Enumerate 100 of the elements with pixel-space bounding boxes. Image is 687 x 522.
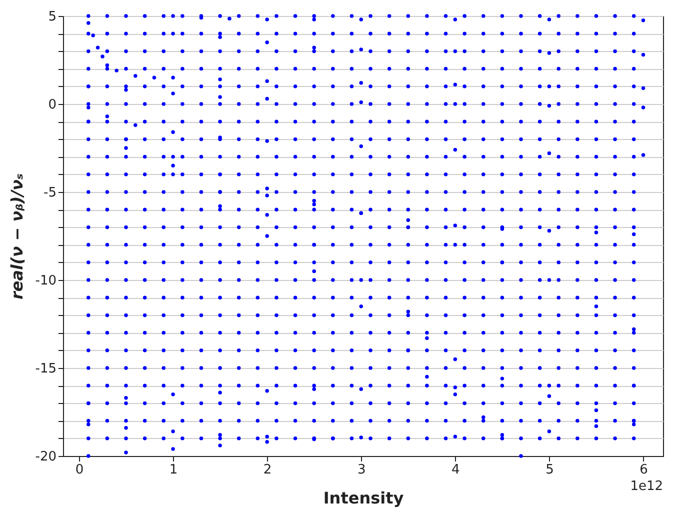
- point: [632, 242, 636, 247]
- point: [482, 401, 486, 406]
- point: [171, 76, 175, 80]
- point: [368, 348, 372, 352]
- point: [312, 330, 316, 335]
- point: [199, 137, 204, 142]
- point: [556, 49, 560, 54]
- point: [444, 120, 448, 124]
- point: [350, 348, 354, 352]
- point: [236, 418, 241, 423]
- point: [142, 49, 147, 54]
- point: [359, 304, 363, 308]
- point: [350, 401, 354, 406]
- point: [171, 392, 175, 396]
- point: [86, 208, 90, 212]
- point: [368, 296, 372, 300]
- point: [105, 436, 110, 440]
- point: [538, 14, 542, 18]
- point: [124, 366, 128, 370]
- point: [293, 384, 298, 388]
- point: [236, 366, 241, 370]
- point: [124, 14, 128, 18]
- point: [387, 330, 392, 335]
- point: [500, 418, 504, 423]
- point: [293, 330, 298, 335]
- point: [425, 49, 429, 54]
- point: [124, 32, 128, 36]
- point: [331, 154, 335, 159]
- point: [86, 106, 90, 110]
- point: [519, 260, 523, 264]
- point: [86, 66, 90, 71]
- x-tick-label: 5: [546, 462, 554, 478]
- point: [293, 313, 298, 318]
- point: [218, 102, 222, 106]
- point: [236, 296, 241, 300]
- point: [199, 278, 204, 282]
- point: [218, 278, 222, 282]
- point: [293, 14, 298, 18]
- point: [105, 260, 110, 264]
- point: [312, 66, 316, 71]
- point: [162, 102, 166, 106]
- point: [312, 14, 316, 18]
- point: [387, 242, 392, 247]
- point: [199, 49, 204, 54]
- point: [218, 95, 222, 99]
- point: [350, 154, 354, 159]
- point: [312, 296, 316, 300]
- point: [482, 137, 486, 142]
- point: [256, 260, 260, 264]
- point: [632, 225, 636, 230]
- point: [152, 76, 156, 80]
- point: [142, 66, 147, 71]
- point: [180, 154, 184, 159]
- y-tick-label: 0: [48, 98, 56, 112]
- point: [199, 366, 204, 370]
- point: [613, 348, 617, 352]
- point: [406, 260, 410, 264]
- point: [199, 172, 204, 176]
- point: [538, 102, 542, 106]
- point: [556, 242, 560, 247]
- point: [538, 190, 542, 194]
- point: [482, 242, 486, 247]
- point: [594, 366, 598, 370]
- point: [162, 137, 166, 142]
- point: [538, 436, 542, 440]
- point: [199, 102, 204, 106]
- point: [556, 102, 560, 106]
- point: [236, 260, 241, 264]
- point: [482, 66, 486, 71]
- point: [576, 32, 580, 36]
- point: [444, 154, 448, 159]
- point: [368, 84, 372, 88]
- point: [124, 278, 128, 282]
- point: [180, 225, 184, 230]
- point: [632, 422, 636, 426]
- point: [500, 102, 504, 106]
- point: [180, 49, 184, 54]
- point: [312, 18, 316, 22]
- point: [500, 84, 504, 88]
- point: [425, 366, 429, 370]
- point: [142, 313, 147, 318]
- point: [86, 296, 90, 300]
- y-tick-label: -5: [44, 186, 56, 200]
- point: [462, 14, 466, 18]
- point: [142, 384, 147, 388]
- point: [162, 49, 166, 54]
- point: [312, 313, 316, 318]
- point: [387, 225, 392, 230]
- point: [576, 242, 580, 247]
- point: [331, 296, 335, 300]
- point: [387, 260, 392, 264]
- point: [594, 242, 598, 247]
- point: [444, 313, 448, 318]
- point: [453, 82, 458, 87]
- point: [519, 190, 523, 194]
- point: [218, 296, 222, 300]
- point: [180, 84, 184, 88]
- point: [425, 102, 429, 106]
- point: [331, 260, 335, 264]
- point: [274, 366, 278, 370]
